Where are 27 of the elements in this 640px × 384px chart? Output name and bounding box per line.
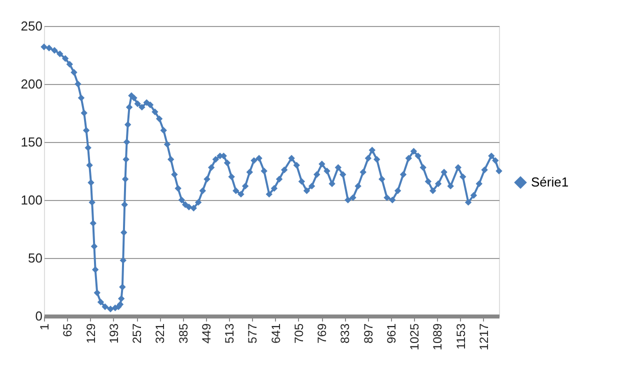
y-tick-label: 150 <box>20 134 42 150</box>
x-tick-label: 577 <box>246 323 260 344</box>
x-tick-label: 193 <box>106 323 121 344</box>
x-tick-label: 513 <box>222 323 237 344</box>
x-tick-label: 65 <box>60 323 75 337</box>
y-tick-label: 0 <box>35 308 42 324</box>
x-tick-label: 257 <box>130 323 144 344</box>
y-tick-label: 250 <box>20 18 42 34</box>
y-tick-label: 50 <box>28 250 42 266</box>
legend-label: Série1 <box>531 174 569 190</box>
y-tick-label: 200 <box>20 76 42 92</box>
x-tick-label: 1153 <box>454 323 468 350</box>
x-tick-label: 1089 <box>430 323 445 350</box>
x-tick-label: 705 <box>292 323 306 344</box>
x-tick-label: 321 <box>153 323 168 344</box>
x-tick-label: 897 <box>361 323 376 344</box>
x-tick-label: 833 <box>338 323 352 344</box>
x-tick-label: 641 <box>268 323 283 344</box>
x-tick-label: 129 <box>84 323 98 344</box>
x-tick-label: 769 <box>315 323 330 344</box>
x-tick-label: 1 <box>38 323 52 330</box>
y-tick-label: 100 <box>20 192 42 208</box>
x-tick-label: 385 <box>176 323 190 344</box>
x-tick-label: 1217 <box>476 323 491 350</box>
x-tick-label: 1025 <box>408 323 422 350</box>
x-tick-label: 449 <box>199 323 214 344</box>
x-tick-label: 961 <box>384 323 398 344</box>
